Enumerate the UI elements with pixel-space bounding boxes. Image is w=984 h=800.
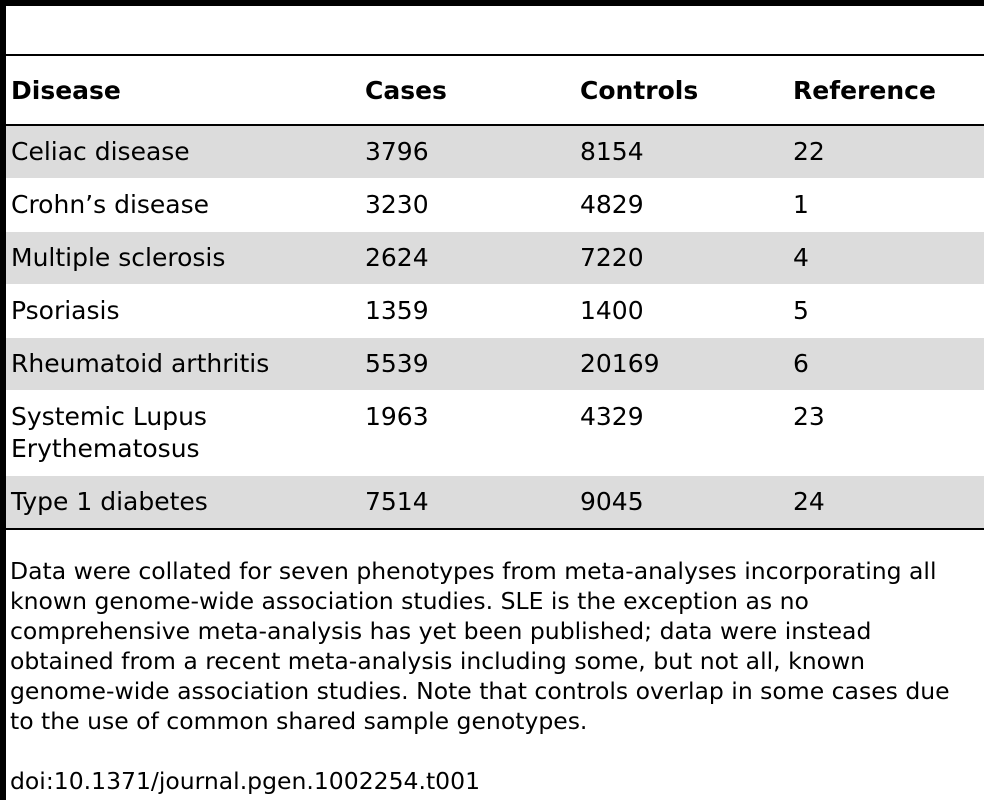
cell-controls: 4829	[580, 190, 644, 219]
footnote-line: Data were collated for seven phenotypes …	[10, 557, 937, 585]
header-reference: Reference	[793, 75, 936, 105]
cell-disease: Celiac disease	[6, 125, 360, 179]
cell-reference: 4	[788, 231, 984, 285]
header-controls: Controls	[580, 75, 699, 105]
table-row: Systemic Lupus Erythematosus 1963 4329 2…	[6, 391, 984, 476]
table-body: Celiac disease 3796 8154 22 Crohn’s dise…	[6, 125, 984, 529]
cell-disease: Multiple sclerosis	[6, 231, 360, 285]
cell-cases: 2624	[360, 231, 575, 285]
cell-controls: 9045	[575, 475, 788, 529]
cell-reference: 6	[788, 337, 984, 391]
data-table: Disease Cases Controls Reference Celiac …	[6, 54, 984, 530]
table-row: Multiple sclerosis 2624 7220 4	[6, 231, 984, 285]
table-row: Type 1 diabetes 7514 9045 24	[6, 475, 984, 529]
table-row: Crohn’s disease 3230 4829 1	[6, 179, 984, 232]
cell-disease: Systemic Lupus Erythematosus	[6, 391, 360, 476]
cell-cases: 1963	[365, 402, 429, 431]
cell-controls: 20169	[575, 337, 788, 391]
table-row: Rheumatoid arthritis 5539 20169 6	[6, 337, 984, 391]
cell-controls: 7220	[575, 231, 788, 285]
header-disease: Disease	[11, 75, 121, 105]
cell-disease: Psoriasis	[11, 296, 120, 325]
footnote-line: genome-wide association studies. Note th…	[10, 677, 950, 705]
table-header: Disease Cases Controls Reference	[6, 55, 984, 125]
cell-disease: Crohn’s disease	[11, 190, 210, 219]
cell-reference: 22	[788, 125, 984, 179]
footnote-line: comprehensive meta-analysis has yet been…	[10, 617, 872, 645]
table-footnote: Data were collated for seven phenotypes …	[10, 556, 984, 736]
cell-cases: 7514	[360, 475, 575, 529]
cell-reference: 24	[788, 475, 984, 529]
cell-reference: 5	[793, 296, 809, 325]
footnote-line: known genome-wide association studies. S…	[10, 587, 809, 615]
data-table-container: Disease Cases Controls Reference Celiac …	[6, 54, 984, 530]
header-row: Disease Cases Controls Reference	[6, 55, 984, 125]
left-border	[0, 0, 6, 800]
cell-cases: 5539	[360, 337, 575, 391]
table-row: Psoriasis 1359 1400 5	[6, 285, 984, 338]
cell-cases: 3796	[360, 125, 575, 179]
header-cases: Cases	[365, 75, 447, 105]
footnote-line: obtained from a recent meta-analysis inc…	[10, 647, 866, 675]
cell-disease-line: Systemic Lupus	[11, 402, 207, 431]
cell-controls: 8154	[575, 125, 788, 179]
cell-cases: 1359	[365, 296, 429, 325]
cell-controls: 1400	[580, 296, 644, 325]
footnote-line: to the use of common shared sample genot…	[10, 707, 588, 735]
cell-disease: Type 1 diabetes	[6, 475, 360, 529]
cell-cases: 3230	[365, 190, 429, 219]
cell-disease: Rheumatoid arthritis	[6, 337, 360, 391]
cell-disease-line: Erythematosus	[11, 434, 200, 463]
cell-reference: 23	[793, 402, 825, 431]
cell-controls: 4329	[580, 402, 644, 431]
doi-link[interactable]: doi:10.1371/journal.pgen.1002254.t001	[10, 767, 481, 795]
table-row: Celiac disease 3796 8154 22	[6, 125, 984, 179]
cell-reference: 1	[793, 190, 809, 219]
top-rule	[0, 0, 984, 6]
